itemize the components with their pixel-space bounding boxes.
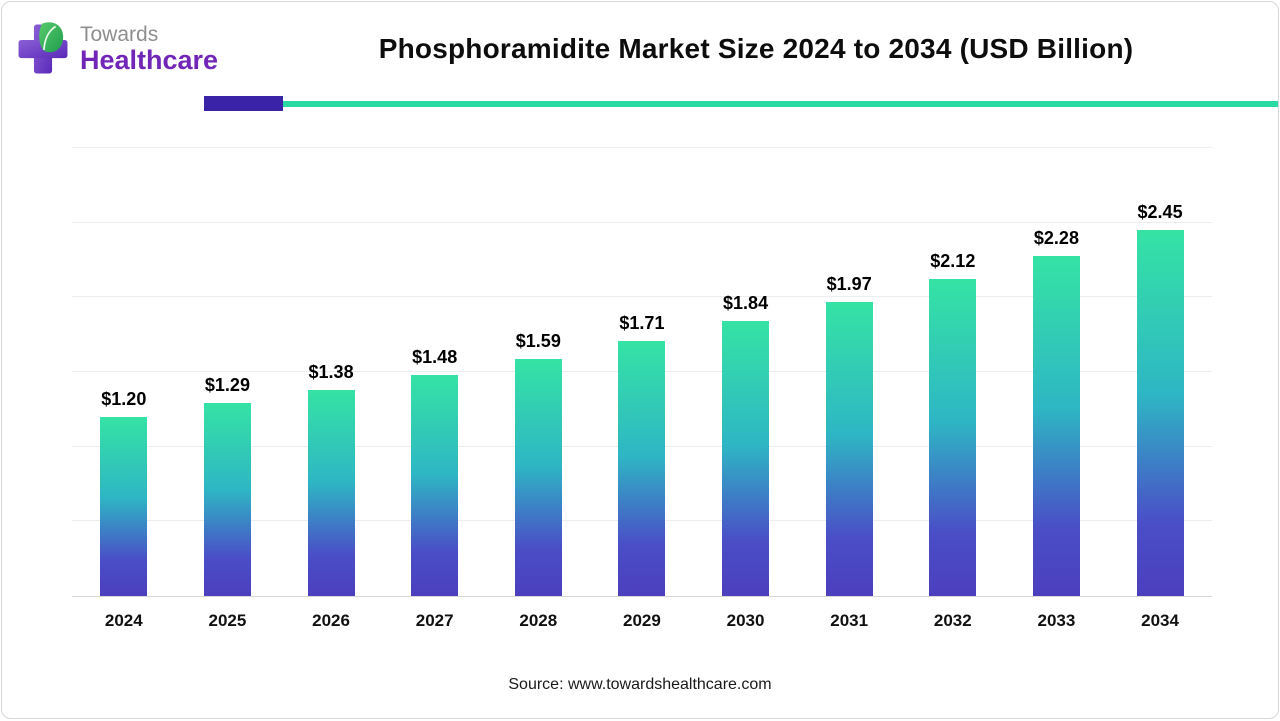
bar-group: $1.48 — [383, 148, 486, 596]
bar-group: $1.71 — [590, 148, 693, 596]
bars-row: $1.20 $1.29 $1.38 $1.48 $1.59 $1.71 $1.84 $1.97… — [72, 148, 1212, 596]
logo-line2: Healthcare — [80, 44, 219, 75]
x-axis-label: 2030 — [726, 611, 765, 630]
bar — [307, 389, 355, 596]
bar-value-label: $1.97 — [826, 273, 872, 294]
logo-line1: Towards — [80, 22, 159, 46]
bar — [514, 358, 562, 596]
logo-text: Towards Healthcare — [80, 22, 219, 75]
bar-group: $2.12 — [901, 148, 1004, 596]
bar — [411, 375, 459, 596]
towards-healthcare-logo: Towards Healthcare — [14, 20, 254, 78]
bar-group: $1.84 — [694, 148, 797, 596]
source-text: Source: www.towardshealthcare.com — [508, 676, 772, 693]
bar-value-label: $2.28 — [1033, 227, 1079, 248]
x-axis: 2024 2025 2026 2027 2028 2029 2030 2031 2032 2033… — [72, 611, 1212, 631]
x-axis-label: 2024 — [104, 611, 143, 630]
bar-chart: $1.20 $1.29 $1.38 $1.48 $1.59 $1.71 $1.84 $1.97… — [72, 147, 1212, 631]
bar-value-label: $1.84 — [723, 293, 769, 314]
x-axis-label: 2028 — [519, 611, 558, 630]
x-axis-label: 2027 — [415, 611, 454, 630]
x-axis-label: 2025 — [208, 611, 247, 630]
bar-group: $1.38 — [280, 148, 383, 596]
bar — [722, 321, 770, 596]
bar-group: $2.28 — [1005, 148, 1108, 596]
divider-line — [283, 101, 1278, 107]
bar — [618, 340, 666, 596]
bar-value-label: $2.45 — [1137, 202, 1183, 223]
bar-value-label: $2.12 — [930, 251, 976, 272]
x-axis-label: 2026 — [312, 611, 350, 630]
bar — [929, 279, 977, 596]
page-title: Phosphoramidite Market Size 2024 to 2034… — [378, 33, 1134, 64]
x-axis-label: 2033 — [1037, 611, 1076, 630]
bar — [100, 416, 148, 596]
bar-value-label: $1.71 — [619, 312, 665, 333]
bar-group: $2.45 — [1109, 148, 1212, 596]
x-axis-label: 2034 — [1141, 611, 1179, 630]
bar-value-label: $1.20 — [101, 388, 147, 409]
bar-group: $1.29 — [176, 148, 279, 596]
bar-value-label: $1.29 — [204, 375, 250, 396]
divider-accent-block — [204, 96, 283, 111]
bar-value-label: $1.48 — [412, 347, 458, 367]
plot-area: $1.20 $1.29 $1.38 $1.48 $1.59 $1.71 $1.84 $1.97… — [72, 147, 1212, 597]
bar-value-label: $1.38 — [308, 361, 354, 382]
bar — [203, 403, 251, 596]
header: Towards Healthcare Phosphoramidite Marke… — [2, 2, 1278, 96]
x-axis-label: 2031 — [830, 611, 869, 630]
x-axis-label: 2032 — [933, 611, 972, 630]
bar — [1136, 230, 1184, 596]
x-axis-label: 2029 — [623, 611, 661, 630]
gridline — [72, 296, 1212, 298]
bar — [1032, 255, 1080, 596]
bar-group: $1.20 — [72, 148, 175, 596]
bar-value-label: $1.59 — [515, 330, 561, 351]
bar-group: $1.97 — [798, 148, 901, 596]
gridline — [72, 221, 1212, 223]
cross-leaf-icon — [18, 22, 68, 74]
header-divider — [204, 96, 1278, 112]
bar-group: $1.59 — [487, 148, 590, 596]
bar — [825, 301, 873, 596]
